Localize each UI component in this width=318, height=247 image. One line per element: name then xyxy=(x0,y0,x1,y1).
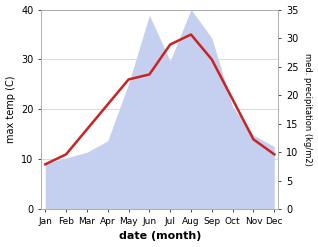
Y-axis label: max temp (C): max temp (C) xyxy=(5,76,16,143)
X-axis label: date (month): date (month) xyxy=(119,231,201,242)
Y-axis label: med. precipitation (kg/m2): med. precipitation (kg/m2) xyxy=(303,53,313,166)
